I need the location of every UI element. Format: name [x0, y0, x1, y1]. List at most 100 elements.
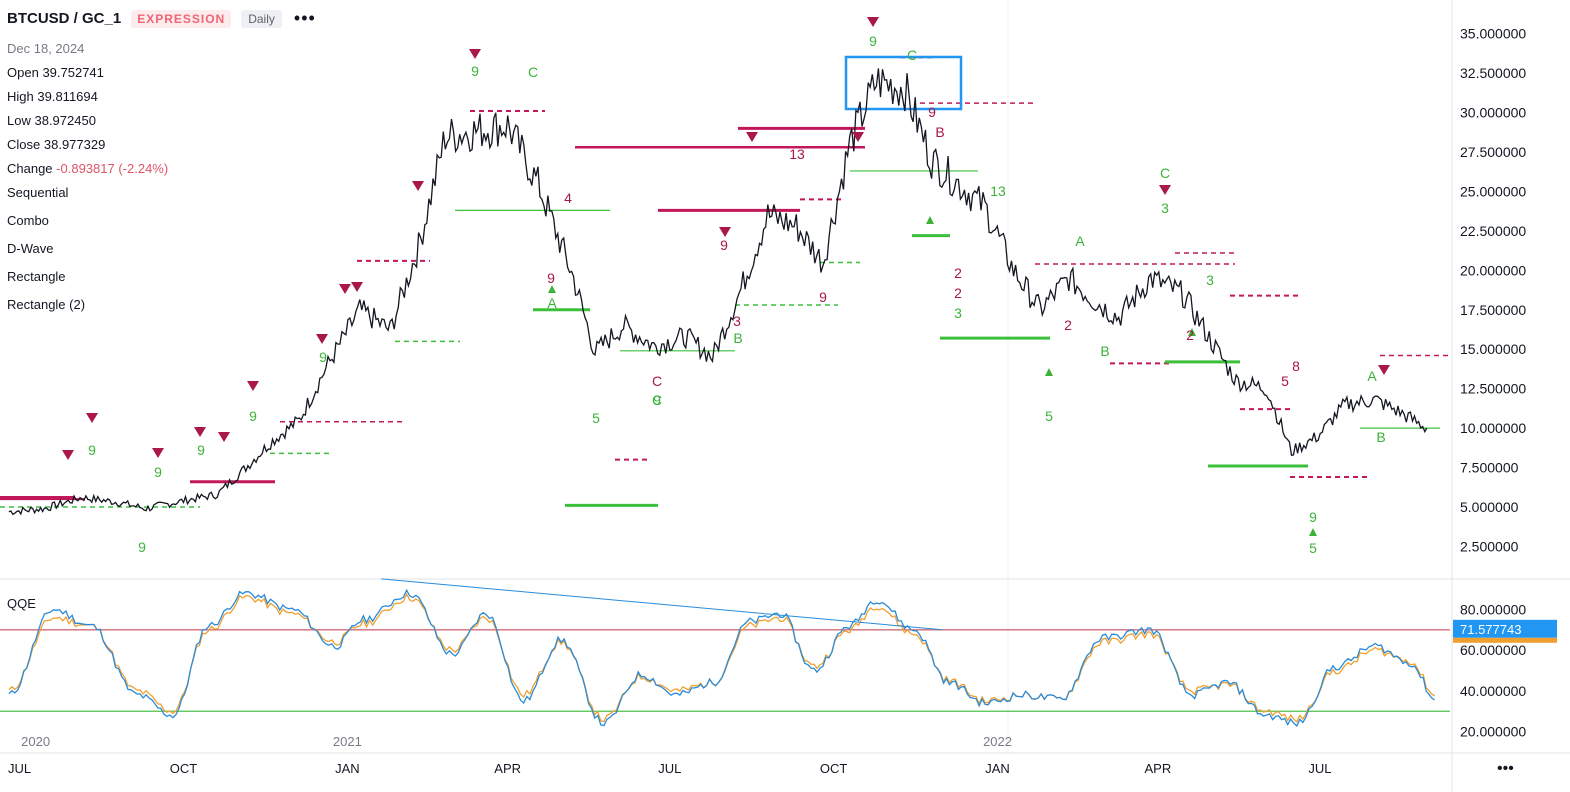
axis-settings-icon[interactable]: ••• — [1497, 760, 1514, 777]
qqe-tick-label: 80.000000 — [1460, 601, 1526, 617]
price-tick-label: 25.000000 — [1460, 183, 1526, 199]
buy-signal-icon — [1188, 328, 1196, 336]
count-label: 4 — [564, 190, 572, 206]
sell-signal-icon — [152, 448, 164, 458]
sell-signal-icon — [62, 450, 74, 460]
sell-signal-icon — [852, 132, 864, 142]
sell-signal-icon — [867, 17, 879, 27]
count-label: 9 — [1309, 509, 1317, 525]
qqe-fast-line[interactable] — [8, 588, 1436, 727]
count-label: 2 — [1064, 317, 1072, 333]
indicator-combo[interactable]: Combo — [7, 213, 49, 228]
price-tick-label: 12.500000 — [1460, 381, 1526, 397]
count-label: 3 — [1206, 272, 1214, 288]
year-label: 2022 — [983, 734, 1012, 749]
count-label: 9 — [88, 442, 96, 458]
sell-signal-icon — [247, 381, 259, 391]
price-tick-label: 5.000000 — [1460, 499, 1519, 515]
count-label: 13 — [990, 183, 1006, 199]
buy-signal-icon — [548, 285, 556, 293]
wave-label: B — [1100, 343, 1109, 359]
buy-signal-icon — [1309, 528, 1317, 536]
price-tick-label: 17.500000 — [1460, 302, 1526, 318]
wave-label: A — [547, 295, 557, 311]
qqe-tick-label: 60.000000 — [1460, 642, 1526, 658]
sell-signal-icon — [339, 284, 351, 294]
wave-label: C — [652, 373, 662, 389]
qqe-slow-badge — [1453, 637, 1557, 643]
sell-signal-icon — [1378, 365, 1390, 375]
time-tick-label: APR — [1144, 761, 1171, 776]
legend-high: High 39.811694 — [7, 89, 98, 104]
time-tick-label: APR — [494, 761, 521, 776]
count-label: 5 — [1045, 408, 1053, 424]
sell-signal-icon — [469, 49, 481, 59]
time-tick-label: JAN — [335, 761, 360, 776]
time-tick-label: JUL — [1308, 761, 1331, 776]
wave-label: B — [1376, 429, 1385, 445]
price-tick-label: 7.500000 — [1460, 460, 1519, 476]
count-label: 3 — [954, 305, 962, 321]
wave-label: A — [1075, 233, 1085, 249]
sell-signal-icon — [746, 132, 758, 142]
qqe-value-badge — [1453, 619, 1557, 638]
price-tick-label: 15.000000 — [1460, 341, 1526, 357]
count-label: 9 — [869, 33, 877, 49]
count-label: 9 — [653, 392, 661, 408]
interval-badge[interactable]: Daily — [241, 9, 282, 28]
legend-open: Open 39.752741 — [7, 65, 104, 80]
count-label: 5 — [1281, 373, 1289, 389]
indicator-rectangle[interactable]: Rectangle — [7, 269, 66, 284]
count-label: 2 — [1186, 327, 1194, 343]
price-tick-label: 32.500000 — [1460, 65, 1526, 81]
qqe-trendline[interactable] — [381, 578, 943, 631]
qqe-tick-label: 20.000000 — [1460, 724, 1526, 740]
legend-date: Dec 18, 2024 — [7, 41, 85, 56]
count-label: 9 — [547, 270, 555, 286]
count-label: 9 — [319, 349, 327, 365]
indicator-d-wave[interactable]: D-Wave — [7, 241, 54, 256]
ellipsis-icon[interactable]: ••• — [293, 8, 316, 28]
sell-signal-icon — [719, 227, 731, 237]
count-label: 9 — [819, 289, 827, 305]
sell-signal-icon — [316, 334, 328, 344]
sell-signal-icon — [194, 427, 206, 437]
sell-signal-icon — [1159, 185, 1171, 195]
count-label: 9 — [471, 63, 479, 79]
price-series-line[interactable] — [8, 68, 1428, 516]
price-tick-label: 2.500000 — [1460, 538, 1519, 554]
year-label: 2021 — [333, 734, 362, 749]
year-label: 2020 — [21, 734, 50, 749]
wave-label: C — [652, 392, 662, 408]
count-label: 9 — [249, 408, 257, 424]
count-label: 3 — [733, 313, 741, 329]
symbol-name[interactable]: BTCUSD / GC_1 — [7, 10, 122, 27]
sell-signal-icon — [86, 413, 98, 423]
wave-label: C — [1160, 165, 1170, 181]
count-label: 3 — [1161, 200, 1169, 216]
count-label: 13 — [789, 146, 805, 162]
price-tick-label: 20.000000 — [1460, 262, 1526, 278]
highlight-box — [844, 55, 963, 111]
count-label: 2 — [954, 285, 962, 301]
count-label: 9 — [928, 104, 936, 120]
indicator-sequential[interactable]: Sequential — [7, 185, 69, 200]
qqe-tick-label: 40.000000 — [1460, 683, 1526, 699]
qqe-pane-label[interactable]: QQE — [7, 596, 36, 611]
legend-change: Change -0.893817 (-2.24%) — [7, 161, 169, 176]
legend-close: Close 38.977329 — [7, 137, 106, 152]
time-tick-label: JUL — [8, 761, 31, 776]
price-tick-label: 30.000000 — [1460, 105, 1526, 121]
qqe-value-badge-text: 71.577743 — [1460, 622, 1521, 637]
indicator-rectangle-2[interactable]: Rectangle (2) — [7, 297, 86, 312]
sell-signal-icon — [351, 282, 363, 292]
wave-label: B — [935, 124, 944, 140]
time-tick-label: OCT — [170, 761, 198, 776]
wave-label: C — [528, 64, 538, 80]
time-tick-label: JUL — [658, 761, 681, 776]
count-label: 9 — [138, 539, 146, 555]
count-label: 5 — [1309, 540, 1317, 556]
ohlc-legend: Dec 18, 2024 Open 39.752741 High 39.8116… — [7, 37, 168, 181]
